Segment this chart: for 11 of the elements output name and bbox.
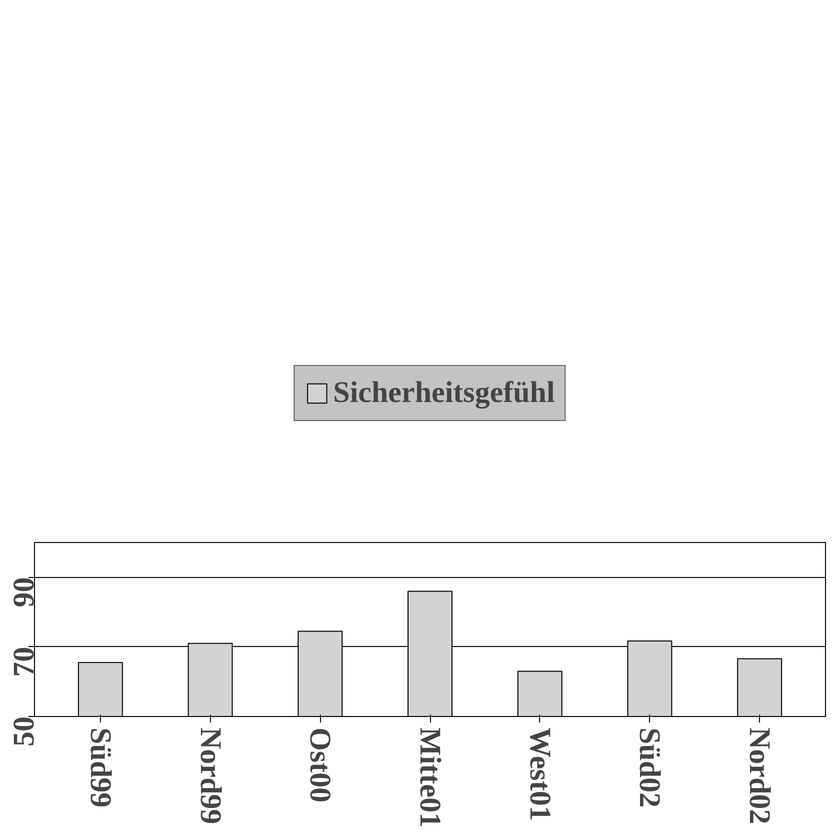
x-tick-label: Mitte01 [414,728,446,828]
x-tick-label: Ost00 [304,728,337,802]
x-tick-label: Süd02 [633,728,666,808]
x-tick-label: West01 [523,728,556,821]
x-tick-label: Süd99 [84,728,117,808]
y-tick-label: 50 [8,716,40,746]
x-tick-label: Nord99 [194,728,227,824]
y-tick-label: 90 [8,577,40,608]
legend-label: Sicherheitsgefühl [333,376,555,410]
y-tick-label: 70 [8,646,40,677]
x-tick-label: Nord02 [743,728,776,824]
